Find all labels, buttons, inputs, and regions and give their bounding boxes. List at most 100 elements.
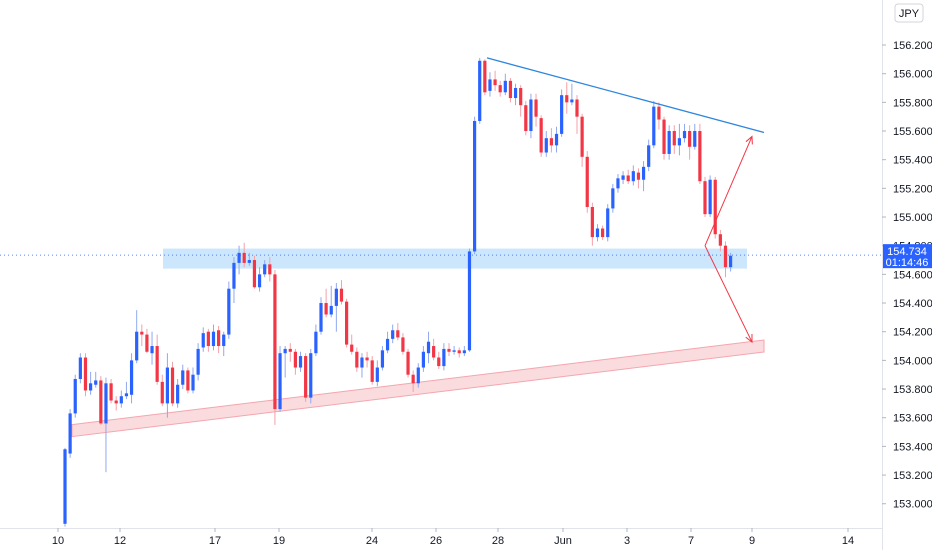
candle-body <box>63 449 67 524</box>
arrow-shaft <box>704 136 753 246</box>
candle <box>478 57 482 124</box>
candle-body <box>68 413 72 454</box>
candle-body <box>513 88 518 99</box>
candle-body <box>570 99 574 103</box>
time-tick-label: 9 <box>749 535 755 547</box>
candle-body <box>580 116 584 157</box>
candle-body <box>401 337 405 352</box>
time-axis[interactable]: 10 12 17 19 24 26 28 Jun 3 7 9 14 <box>0 528 882 547</box>
candle-body <box>667 131 671 154</box>
candle-body <box>396 330 400 338</box>
candle-body <box>329 305 333 315</box>
candle-body <box>160 381 164 404</box>
candle-body <box>662 119 666 154</box>
candle <box>488 72 492 97</box>
candle <box>462 346 466 357</box>
candle <box>519 85 523 117</box>
candle-body <box>652 106 656 146</box>
candle-body <box>534 99 538 117</box>
candle-body <box>391 330 395 339</box>
candle-body <box>565 95 569 103</box>
price-axis[interactable]: 153.000 153.200 153.400 153.600 153.800 154.0… <box>882 0 932 550</box>
candle <box>626 169 630 185</box>
candle-body <box>473 120 477 252</box>
candle <box>186 367 190 394</box>
descending-trendline <box>486 57 765 134</box>
candle <box>713 176 717 239</box>
candle-body <box>145 334 149 352</box>
candle <box>155 334 159 385</box>
candle-body <box>539 118 543 153</box>
candle-body <box>713 179 717 235</box>
price-tick-label: 154.000 <box>893 355 932 367</box>
candle-body <box>606 208 610 238</box>
candle-body <box>698 131 702 182</box>
candle-body <box>345 301 349 345</box>
candle-body <box>283 348 287 354</box>
candle <box>595 224 600 242</box>
candle-body <box>703 181 707 215</box>
candle <box>73 374 77 418</box>
candle-body <box>150 346 154 354</box>
arrow-head <box>745 334 753 344</box>
price-tick-label: 154.400 <box>893 298 932 310</box>
candle-body <box>708 179 712 215</box>
candle <box>135 310 139 364</box>
candle-body <box>278 353 282 410</box>
candle-body <box>611 188 615 209</box>
candle-body <box>447 348 451 352</box>
candle <box>257 267 262 292</box>
candle <box>339 280 344 305</box>
zones-layer <box>0 248 882 438</box>
candle <box>636 168 641 189</box>
candle-body <box>478 60 482 121</box>
time-tick-label: Jun <box>554 535 572 547</box>
candles-layer <box>63 57 733 527</box>
candle-body <box>176 384 180 404</box>
candle-body <box>498 85 502 93</box>
candle <box>544 131 548 157</box>
candle <box>232 257 236 304</box>
candle-body <box>109 383 113 401</box>
candle <box>145 328 149 354</box>
candle-body <box>693 131 697 147</box>
time-tick-label: 10 <box>52 535 64 547</box>
candle <box>119 390 123 408</box>
candle <box>560 89 564 137</box>
candle-body <box>339 288 344 302</box>
candle <box>621 171 625 185</box>
candle <box>319 297 323 335</box>
candle-body <box>119 396 123 404</box>
candle <box>570 83 574 106</box>
candle <box>140 324 144 347</box>
candle-body <box>165 367 169 404</box>
candle-body <box>457 350 461 354</box>
candle-body <box>304 356 308 398</box>
candle-body <box>385 338 390 351</box>
candle-body <box>319 303 323 332</box>
price-tick-label: 156.200 <box>893 40 932 52</box>
candle <box>237 245 241 275</box>
candle-body <box>416 367 420 384</box>
candle-body <box>129 360 134 395</box>
candle-body <box>411 374 415 384</box>
candle <box>129 353 134 404</box>
arrow-shaft <box>704 245 753 343</box>
candle <box>273 270 277 425</box>
candle <box>334 282 338 332</box>
candle <box>201 327 205 352</box>
candle-body <box>529 99 533 132</box>
price-tick-label: 155.600 <box>893 126 932 138</box>
time-tick-label: 17 <box>209 535 221 547</box>
price-tick-label: 153.000 <box>893 499 932 511</box>
candle <box>283 346 287 378</box>
candle-body <box>140 331 144 335</box>
candle-body <box>191 374 195 391</box>
price-tick-label: 153.600 <box>893 413 932 425</box>
candle-body <box>677 138 681 146</box>
candle <box>170 361 175 407</box>
price-tick-label: 154.600 <box>893 269 932 281</box>
candle <box>370 356 374 385</box>
candle-body <box>503 80 507 93</box>
